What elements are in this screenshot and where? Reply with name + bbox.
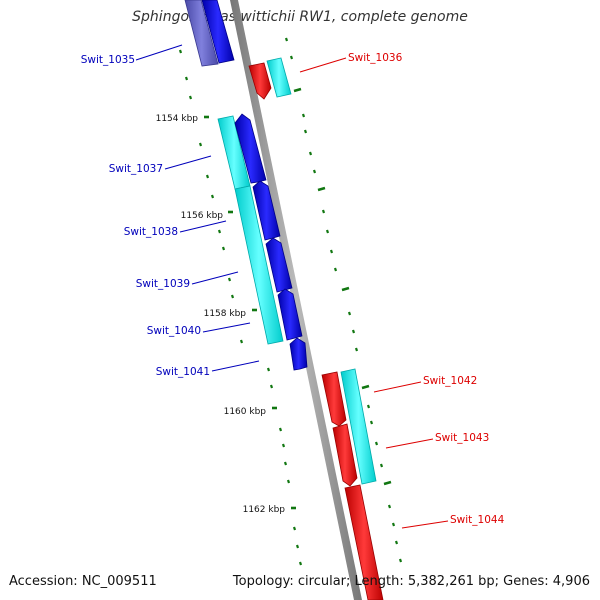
gene-swit-1035-cds <box>201 0 235 64</box>
gene-swit-1038-cds <box>252 180 281 241</box>
gene-swit-1036-rna <box>266 57 292 98</box>
kbp-label: 1160 kbp <box>224 407 267 417</box>
gene-labels-right: Swit_1036 Swit_1042 Swit_1043 Swit_1044 <box>348 52 505 526</box>
gene-swit-1039-cds <box>265 237 293 293</box>
kbp-label: 1158 kbp <box>204 309 247 319</box>
gene-label[interactable]: Swit_1043 <box>435 432 489 444</box>
gene-label[interactable]: Swit_1039 <box>136 278 190 290</box>
gene-label[interactable]: Swit_1037 <box>109 163 163 175</box>
gene-label[interactable]: Swit_1042 <box>423 375 477 387</box>
gene-label[interactable]: Swit_1040 <box>147 325 201 337</box>
label-leader-lines <box>135 44 449 529</box>
gene-label[interactable]: Swit_1035 <box>81 54 135 66</box>
kbp-label: 1162 kbp <box>243 505 286 515</box>
gene-swit-1042-cds <box>321 371 347 427</box>
gene-swit-1038-rna <box>234 185 284 345</box>
reverse-strand-features <box>248 57 384 600</box>
forward-strand-features <box>184 0 308 371</box>
accession-label: Accession: NC_009511 <box>9 574 157 589</box>
gene-swit-1044-cds <box>344 484 384 600</box>
kbp-label: 1156 kbp <box>181 211 224 221</box>
gene-swit-1043-cds <box>332 423 358 487</box>
genome-summary: Topology: circular; Length: 5,382,261 bp… <box>232 574 590 589</box>
gene-swit-1036-cds <box>248 62 272 100</box>
gene-swit-1037-cds <box>234 113 267 184</box>
gene-swit-1042-rna <box>340 368 377 485</box>
gene-label[interactable]: Swit_1044 <box>450 514 505 526</box>
kbp-labels: 1154 kbp 1156 kbp 1158 kbp 1160 kbp 1162… <box>156 114 286 515</box>
tick-marks <box>178 37 403 566</box>
kbp-label: 1154 kbp <box>156 114 199 124</box>
gene-swit-1040-cds <box>277 288 303 341</box>
gene-labels-left: Swit_1035 Swit_1037 Swit_1038 Swit_1039 … <box>81 54 210 378</box>
gene-label[interactable]: Swit_1041 <box>156 366 210 378</box>
gene-label[interactable]: Swit_1038 <box>124 226 178 238</box>
gene-label[interactable]: Swit_1036 <box>348 52 403 64</box>
gene-swit-1035-rna <box>184 0 219 67</box>
backbone <box>230 0 362 600</box>
gene-swit-1041-cds <box>289 337 308 371</box>
